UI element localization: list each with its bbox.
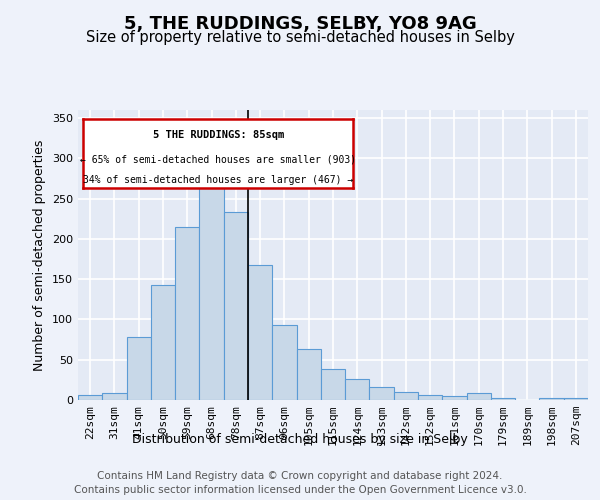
Text: Distribution of semi-detached houses by size in Selby: Distribution of semi-detached houses by … — [132, 432, 468, 446]
Bar — [151, 285, 175, 400]
Bar — [78, 395, 102, 400]
Bar — [321, 370, 345, 400]
Text: 5, THE RUDDINGS, SELBY, YO8 9AG: 5, THE RUDDINGS, SELBY, YO8 9AG — [124, 15, 476, 33]
Bar — [345, 379, 370, 400]
Bar — [175, 227, 199, 400]
Bar — [199, 170, 224, 400]
Bar — [127, 337, 151, 400]
Bar — [102, 393, 127, 400]
Text: Contains public sector information licensed under the Open Government Licence v3: Contains public sector information licen… — [74, 485, 526, 495]
Bar — [224, 212, 248, 400]
Bar — [296, 349, 321, 400]
Bar — [418, 395, 442, 400]
Bar — [248, 266, 272, 400]
Y-axis label: Number of semi-detached properties: Number of semi-detached properties — [34, 140, 46, 370]
Bar — [272, 325, 296, 400]
Text: Contains HM Land Registry data © Crown copyright and database right 2024.: Contains HM Land Registry data © Crown c… — [97, 471, 503, 481]
Bar — [394, 392, 418, 400]
Bar — [539, 398, 564, 400]
Bar — [370, 387, 394, 400]
Bar — [442, 396, 467, 400]
Bar — [491, 398, 515, 400]
Bar — [564, 398, 588, 400]
Bar — [467, 393, 491, 400]
Text: Size of property relative to semi-detached houses in Selby: Size of property relative to semi-detach… — [86, 30, 514, 45]
